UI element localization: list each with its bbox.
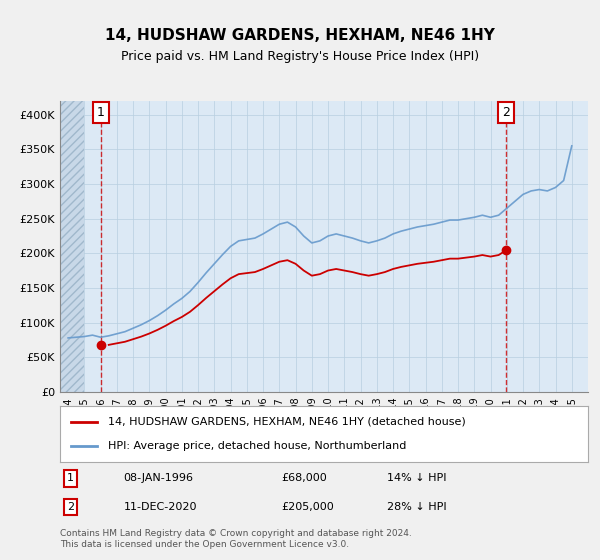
Text: 1: 1 xyxy=(97,106,105,119)
Text: £205,000: £205,000 xyxy=(282,502,335,512)
Text: 08-JAN-1996: 08-JAN-1996 xyxy=(124,473,193,483)
Text: HPI: Average price, detached house, Northumberland: HPI: Average price, detached house, Nort… xyxy=(107,441,406,451)
Text: 14% ↓ HPI: 14% ↓ HPI xyxy=(388,473,447,483)
Text: 1: 1 xyxy=(67,473,74,483)
Text: Contains HM Land Registry data © Crown copyright and database right 2024.
This d: Contains HM Land Registry data © Crown c… xyxy=(60,529,412,549)
Text: Price paid vs. HM Land Registry's House Price Index (HPI): Price paid vs. HM Land Registry's House … xyxy=(121,50,479,63)
Text: 14, HUDSHAW GARDENS, HEXHAM, NE46 1HY (detached house): 14, HUDSHAW GARDENS, HEXHAM, NE46 1HY (d… xyxy=(107,417,465,427)
Text: 14, HUDSHAW GARDENS, HEXHAM, NE46 1HY: 14, HUDSHAW GARDENS, HEXHAM, NE46 1HY xyxy=(105,28,495,43)
Bar xyxy=(60,101,85,392)
Text: 11-DEC-2020: 11-DEC-2020 xyxy=(124,502,197,512)
Text: £68,000: £68,000 xyxy=(282,473,328,483)
Text: 28% ↓ HPI: 28% ↓ HPI xyxy=(388,502,447,512)
Text: 2: 2 xyxy=(502,106,510,119)
Text: 2: 2 xyxy=(67,502,74,512)
